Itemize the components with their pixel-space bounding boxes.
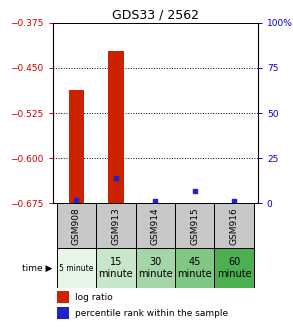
Bar (136, 203, 175, 248)
Text: GSM913: GSM913 (111, 207, 120, 245)
Text: GSM915: GSM915 (190, 207, 199, 245)
Bar (57, 307, 69, 319)
Bar (57, 203, 96, 248)
Bar (108, 51, 124, 203)
Bar (175, 203, 214, 248)
Text: GSM916: GSM916 (230, 207, 239, 245)
Point (232, 199, 236, 204)
Bar (96, 203, 136, 248)
Bar (57, 248, 96, 288)
Text: 5 minute: 5 minute (59, 264, 93, 273)
Text: time ▶: time ▶ (22, 264, 52, 273)
Text: 30
minute: 30 minute (138, 257, 173, 279)
Text: GSM914: GSM914 (151, 207, 160, 245)
Bar (69, 90, 84, 203)
Bar (175, 248, 214, 288)
Bar (214, 248, 254, 288)
Text: GSM908: GSM908 (72, 207, 81, 245)
Bar (136, 248, 175, 288)
Point (153, 199, 158, 204)
Text: 45
minute: 45 minute (178, 257, 212, 279)
Text: log ratio: log ratio (75, 293, 113, 301)
Bar (214, 203, 254, 248)
Bar (96, 248, 136, 288)
Point (74, 197, 79, 202)
Text: 60
minute: 60 minute (217, 257, 251, 279)
Text: percentile rank within the sample: percentile rank within the sample (75, 309, 229, 318)
Title: GDS33 / 2562: GDS33 / 2562 (112, 9, 199, 22)
Bar (57, 291, 69, 302)
Point (193, 188, 197, 193)
Point (113, 175, 118, 181)
Text: 15
minute: 15 minute (98, 257, 133, 279)
